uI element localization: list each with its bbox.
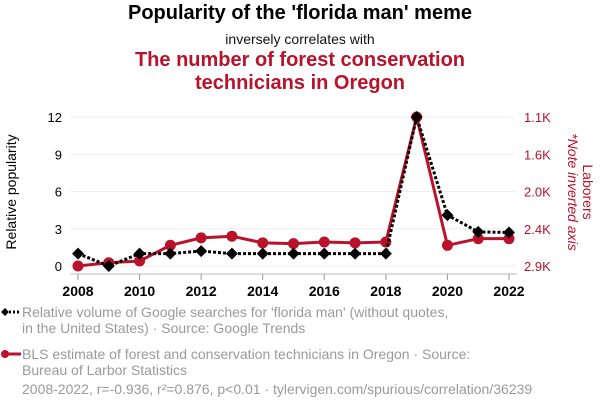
data-point-laborers (441, 239, 453, 251)
x-tick-label: 2014 (247, 283, 278, 299)
right-axis-note: *Note inverted axis (565, 133, 581, 251)
x-tick-label: 2022 (493, 283, 524, 299)
data-point-florida-man (102, 260, 115, 272)
data-point-laborers (257, 237, 269, 249)
x-tick-label: 2018 (370, 283, 401, 299)
data-point-florida-man (441, 209, 454, 222)
data-point-laborers (288, 238, 299, 250)
x-tick-label: 2020 (432, 283, 463, 299)
data-point-florida-man (503, 226, 515, 239)
data-point-florida-man (379, 247, 392, 260)
data-point-florida-man (164, 247, 177, 260)
left-axis-label: Relative popularity (3, 134, 19, 249)
legend-text-line2: Bureau of Larbor Statistics (22, 362, 187, 378)
series-florida-man (72, 111, 515, 272)
data-point-florida-man (225, 247, 238, 260)
data-point-florida-man (133, 247, 146, 260)
data-point-florida-man (472, 225, 485, 238)
data-point-laborers (164, 239, 176, 251)
data-point-florida-man (318, 247, 331, 260)
left-tick-label: 3 (55, 222, 62, 237)
title2-line2: technicians in Oregon (194, 72, 406, 94)
chart-subtitle: inversely correlates with (225, 31, 375, 47)
chart-title: Popularity of the 'florida man' meme (127, 2, 472, 24)
footer-stats: 2008-2022, r=-0.936, r²=0.876, p<0.01 · … (22, 381, 533, 397)
data-point-florida-man (349, 247, 362, 260)
x-tick-label: 2008 (62, 283, 93, 299)
legend-text-line2: in the United States) · Source: Google T… (22, 320, 306, 336)
legend-marker-dotted-diamond (1, 308, 21, 316)
right-tick-label: 1.6K (524, 147, 551, 162)
data-point-laborers (195, 232, 207, 244)
legend-item-laborers: BLS estimate of forest and conservation … (1, 346, 502, 378)
data-point-florida-man (195, 245, 208, 258)
x-tick-label: 2012 (186, 283, 217, 299)
title2-line1: The number of forest conservation (134, 49, 466, 71)
legend-marker-red-line (1, 350, 21, 358)
x-tick-label: 2010 (124, 283, 155, 299)
x-axis: 2008 2010 2012 2014 2016 2018 2020 2022 (62, 273, 525, 299)
data-point-laborers (318, 236, 330, 248)
chart-svg: 2008 2010 2012 2014 2016 2018 2020 2022 036912 … (3, 110, 596, 299)
left-y-axis: 0 3 6 9 12 (48, 110, 62, 274)
data-point-laborers (134, 255, 146, 267)
right-tick-label: 2.4K (524, 222, 551, 237)
data-point-laborers (226, 230, 238, 242)
data-point-laborers (472, 233, 484, 245)
right-tick-label: 1.1K (524, 110, 551, 125)
data-point-florida-man (287, 247, 300, 260)
data-point-laborers (349, 237, 361, 249)
legend-item-florida-man: Relative volume of Google searches for '… (1, 304, 502, 336)
chart-title-secondary: The number of forest conservation techni… (0, 49, 600, 95)
right-tick-label: 2.0K (524, 185, 551, 200)
right-y-axis: 1.1K 1.6K 2.0K 2.4K 2.9K (524, 110, 551, 274)
right-axis-label: Laborers (580, 164, 596, 219)
data-point-laborers (503, 233, 515, 245)
x-tick-label: 2016 (309, 283, 340, 299)
left-tick-label: 12 (48, 110, 62, 125)
grid-lines (70, 116, 515, 267)
data-point-florida-man (410, 111, 423, 123)
left-tick-label: 0 (55, 259, 62, 274)
data-point-florida-man (256, 247, 269, 260)
data-point-florida-man (72, 247, 84, 260)
right-tick-label: 2.9K (524, 259, 551, 274)
left-tick-label: 9 (55, 147, 62, 162)
legend-text-line1: BLS estimate of forest and conservation … (22, 346, 471, 362)
legend-text-line1: Relative volume of Google searches for '… (22, 304, 449, 320)
data-point-laborers (72, 260, 84, 272)
left-tick-label: 6 (55, 185, 62, 200)
